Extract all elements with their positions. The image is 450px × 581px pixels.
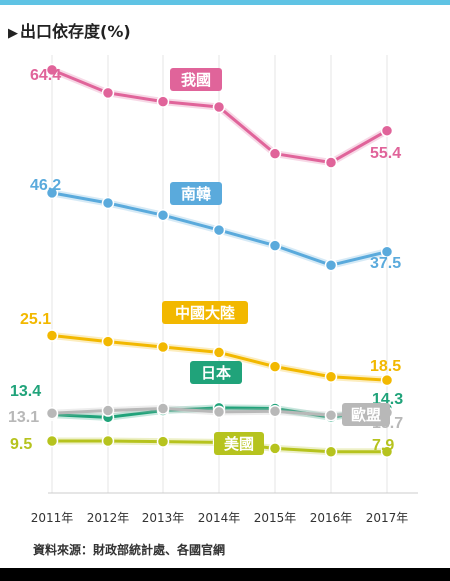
last-value-label: 55.4	[370, 145, 401, 162]
data-point	[101, 434, 115, 448]
data-point	[156, 208, 170, 222]
first-value-label: 13.1	[8, 409, 39, 426]
data-point	[45, 329, 59, 342]
first-value-label: 25.1	[20, 311, 51, 328]
chart-title-text: 出口依存度(%)	[20, 22, 131, 41]
data-point	[45, 63, 59, 77]
data-point	[380, 445, 394, 459]
data-point	[268, 360, 282, 373]
first-value-label: 9.5	[10, 436, 32, 453]
data-point	[380, 124, 394, 137]
data-point	[101, 196, 115, 210]
data-point	[268, 442, 282, 455]
data-point	[45, 434, 59, 448]
bottom-bar	[0, 568, 450, 581]
x-tick-label: 2013年	[142, 511, 185, 525]
last-value-label: 7.9	[372, 437, 394, 454]
data-point	[101, 404, 115, 417]
data-point	[156, 402, 170, 415]
x-tick-label: 2016年	[310, 511, 353, 525]
series-name-box	[162, 301, 248, 324]
data-point	[268, 239, 282, 252]
data-point	[324, 258, 338, 272]
data-point	[380, 373, 394, 387]
data-point	[101, 86, 115, 100]
series-name-box	[342, 403, 390, 426]
last-value-label: 18.5	[370, 358, 401, 375]
series-name-box	[170, 182, 222, 205]
top-accent-bar	[0, 0, 450, 5]
data-point	[268, 147, 282, 160]
series-name-label: 歐盟	[351, 406, 381, 424]
x-tick-label: 2014年	[198, 511, 241, 525]
series-name-label: 中國大陸	[175, 304, 235, 322]
series-name-label: 南韓	[181, 185, 211, 203]
data-point	[156, 340, 170, 354]
data-point	[156, 435, 170, 448]
data-point	[380, 245, 394, 258]
data-point	[324, 445, 338, 459]
series-name-box	[170, 68, 222, 91]
source-note: 資料來源：財政部統計處、各國官網	[33, 543, 226, 557]
data-point	[324, 370, 338, 384]
data-point	[324, 409, 338, 422]
first-value-label: 13.4	[10, 383, 41, 400]
data-point	[324, 156, 338, 169]
data-point	[212, 223, 226, 237]
series-name-label: 我國	[181, 71, 211, 89]
series-name-label: 美國	[224, 435, 254, 453]
first-value-label: 46.2	[30, 177, 61, 194]
x-tick-label: 2015年	[254, 511, 297, 525]
data-point	[101, 335, 115, 348]
x-tick-label: 2012年	[87, 511, 130, 525]
chart-title: ▶ 出口依存度(%)	[8, 18, 131, 42]
data-point	[212, 405, 226, 419]
data-point	[45, 407, 59, 420]
series-name-box	[190, 361, 242, 384]
data-point	[45, 186, 59, 200]
data-point	[212, 100, 226, 114]
first-value-label: 64.4	[30, 67, 61, 84]
series-name-box	[214, 432, 264, 455]
x-tick-label: 2011年	[31, 511, 74, 525]
triangle-icon: ▶	[8, 26, 18, 41]
last-value-label: 37.5	[370, 255, 401, 272]
data-point	[212, 346, 226, 359]
x-tick-label: 2017年	[366, 511, 409, 525]
data-point	[156, 95, 170, 108]
data-point	[268, 404, 282, 418]
series-name-label: 日本	[201, 364, 231, 382]
